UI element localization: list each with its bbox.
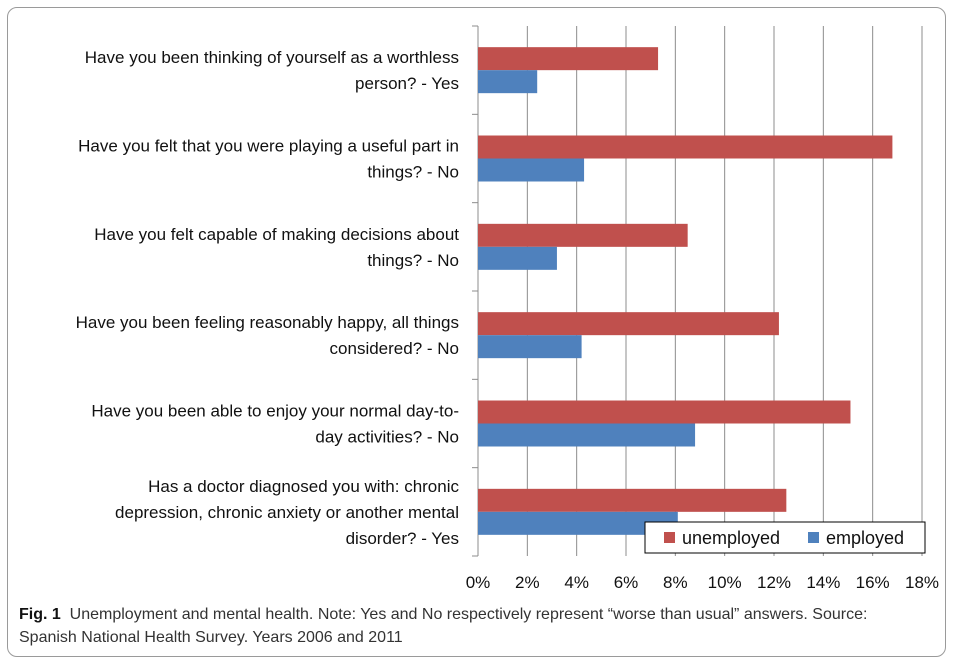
category-label: Have you been able to enjoy your normal … bbox=[91, 402, 459, 447]
bar-unemployed bbox=[478, 488, 787, 512]
legend-label-employed: employed bbox=[826, 528, 904, 548]
category-label: Have you felt that you were playing a us… bbox=[78, 137, 459, 182]
bar-unemployed bbox=[478, 47, 659, 71]
bar-unemployed bbox=[478, 400, 851, 424]
x-tick-label: 18% bbox=[905, 573, 939, 592]
bar-employed bbox=[478, 246, 557, 270]
category-label: Have you been feeling reasonably happy, … bbox=[76, 313, 459, 358]
figure-caption: Fig. 1 Unemployment and mental health. N… bbox=[19, 603, 919, 649]
bar-chart: 0% 2% 4% 6% 8% 10% 12% 14% 16% 18% Have you been t… bbox=[76, 25, 939, 592]
bar-unemployed bbox=[478, 223, 688, 247]
category-label: Has a doctor diagnosed you with: chronic… bbox=[115, 477, 459, 548]
x-tick-label: 4% bbox=[564, 573, 589, 592]
caption-text: Unemployment and mental health. Note: Ye… bbox=[19, 606, 868, 646]
x-tick-label: 0% bbox=[466, 573, 491, 592]
x-tick-label: 14% bbox=[806, 573, 840, 592]
bar-unemployed bbox=[478, 312, 779, 336]
bar-employed bbox=[478, 335, 582, 359]
legend-swatch-employed bbox=[808, 532, 819, 543]
figure-frame bbox=[7, 7, 946, 657]
legend-box bbox=[644, 521, 926, 554]
legend-label-unemployed: unemployed bbox=[682, 528, 780, 548]
x-tick-label: 16% bbox=[856, 573, 890, 592]
bar-employed bbox=[478, 511, 678, 535]
bar-employed bbox=[478, 423, 696, 447]
bar-employed bbox=[478, 70, 538, 94]
x-tick-label: 2% bbox=[515, 573, 540, 592]
category-label: Have you been thinking of yourself as a … bbox=[85, 48, 459, 93]
legend-swatch-unemployed bbox=[664, 532, 675, 543]
x-tick-label: 10% bbox=[708, 573, 742, 592]
category-label: Have you felt capable of making decision… bbox=[94, 225, 459, 270]
bar-unemployed bbox=[478, 135, 893, 159]
bar-employed bbox=[478, 158, 585, 182]
legend: unemployed employed bbox=[644, 521, 926, 554]
x-tick-label: 6% bbox=[614, 573, 639, 592]
x-tick-label: 12% bbox=[757, 573, 791, 592]
x-tick-label: 8% bbox=[663, 573, 688, 592]
figure-label: Fig. 1 bbox=[19, 606, 61, 623]
